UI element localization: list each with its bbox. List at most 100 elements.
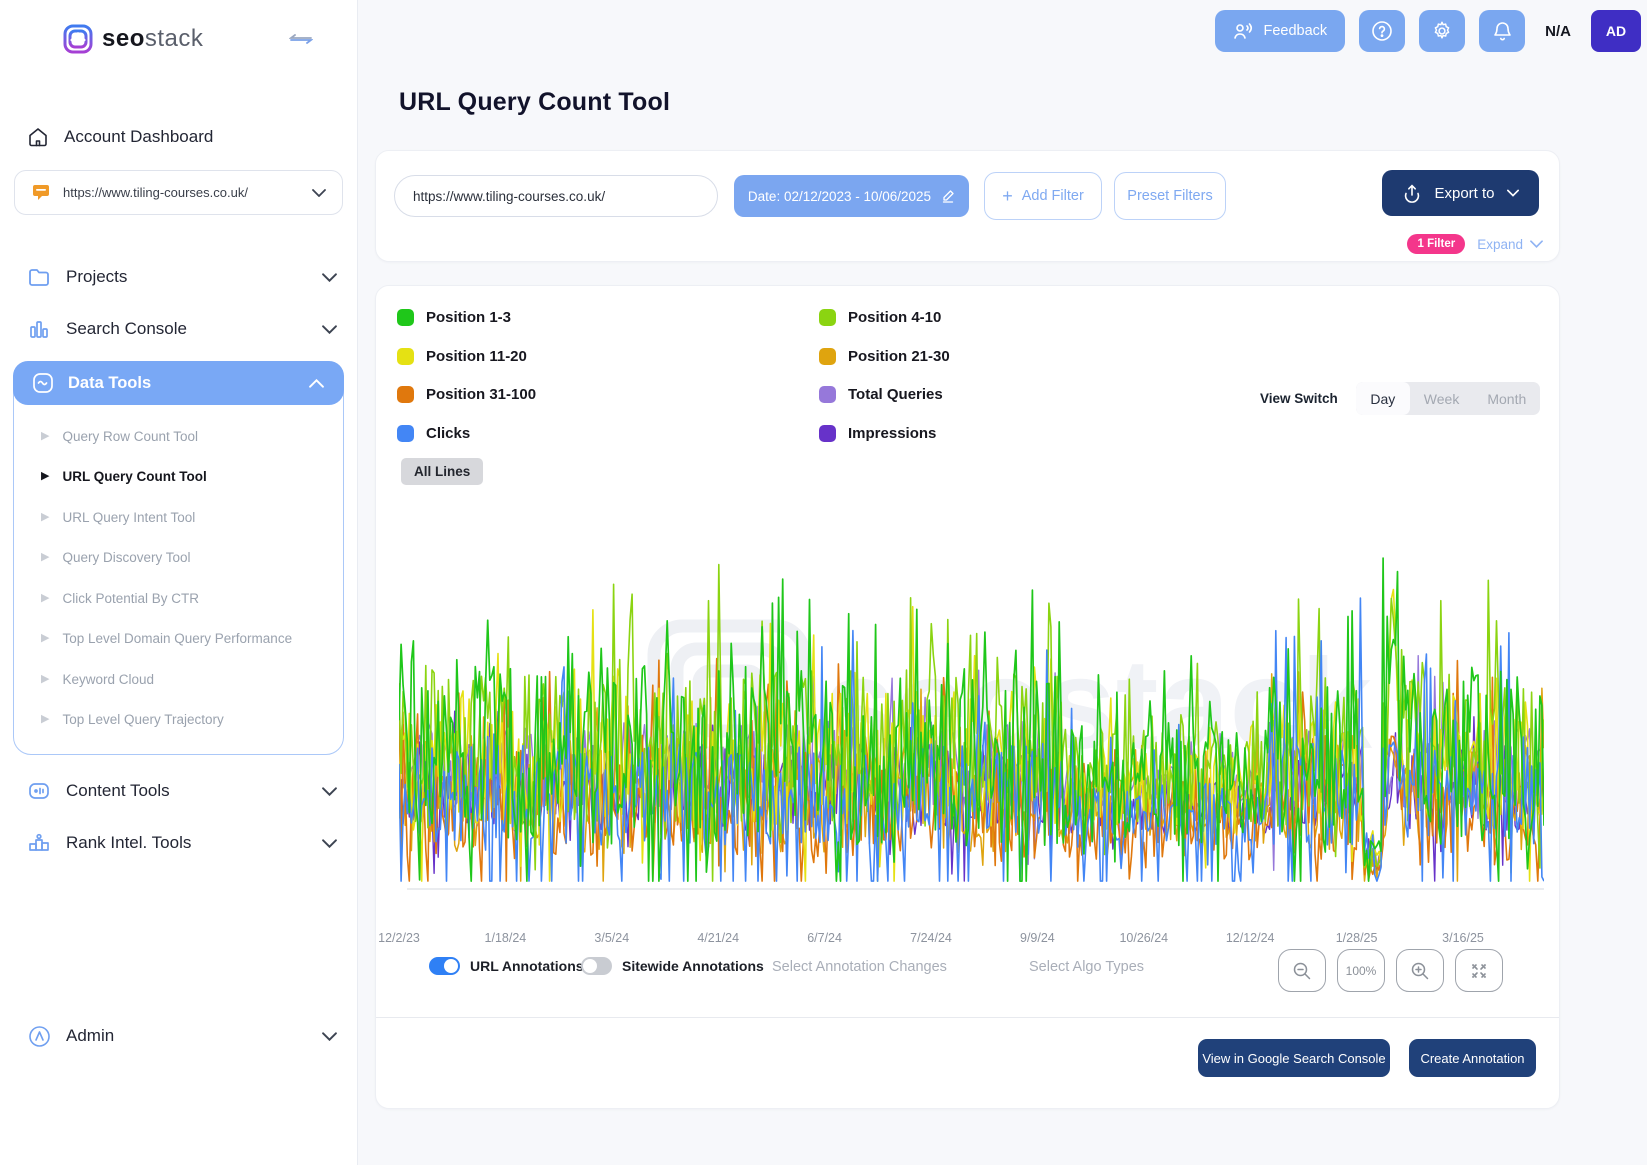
chevron-down-icon	[322, 786, 337, 796]
legend-swatch	[397, 386, 414, 403]
help-button[interactable]	[1359, 10, 1406, 52]
x-tick-label: 7/24/24	[910, 931, 952, 945]
view-option-month[interactable]: Month	[1487, 390, 1527, 407]
select-algo-types[interactable]: Select Algo Types	[1029, 959, 1145, 975]
date-range-button[interactable]: Date: 02/12/2023 - 10/06/2025	[734, 175, 969, 217]
legend-item-position-1-3[interactable]: Position 1-3	[397, 309, 819, 326]
sidebar-item-admin[interactable]: Admin	[0, 1010, 357, 1062]
preset-filters-label: Preset Filters	[1127, 188, 1213, 204]
sidebar-subitem-url-query-intent-tool[interactable]: ▶ URL Query Intent Tool	[41, 509, 196, 525]
legend-swatch	[819, 347, 836, 365]
zoom-out-button[interactable]	[1278, 949, 1326, 992]
feedback-button[interactable]: Feedback	[1215, 10, 1346, 52]
legend-item-position-21-30[interactable]: Position 21-30	[819, 347, 1239, 365]
chevron-down-icon	[322, 324, 337, 334]
sidebar-item-projects[interactable]: Projects	[0, 251, 357, 303]
sidebar-subitem-url-query-count-tool[interactable]: ▶ URL Query Count Tool	[41, 469, 207, 485]
url-annotations-label: URL Annotations	[470, 958, 584, 974]
legend-item-position-31-100[interactable]: Position 31-100	[397, 386, 819, 403]
header-actions: Feedback N/A AD	[1215, 10, 1641, 52]
help-icon	[1370, 19, 1394, 43]
filter-bar: Date: 02/12/2023 - 10/06/2025 + Add Filt…	[375, 150, 1560, 262]
export-icon	[1402, 183, 1422, 203]
play-icon: ▶	[41, 713, 50, 726]
legend-item-total-queries[interactable]: Total Queries	[819, 386, 1239, 403]
sitewide-annotations-toggle[interactable]: Sitewide Annotations	[581, 957, 764, 975]
bell-icon	[1492, 20, 1513, 42]
collapse-sidebar-icon[interactable]	[289, 30, 313, 48]
wave-icon	[31, 372, 55, 394]
legend-item-position-4-10[interactable]: Position 4-10	[819, 309, 1239, 326]
home-icon	[27, 126, 49, 148]
data-tools-label: Data Tools	[68, 373, 152, 392]
avatar-initials: AD	[1605, 23, 1627, 39]
data-tools-submenu: ▶ Query Row Count Tool ▶ URL Query Count To…	[14, 404, 343, 754]
select-annotation-changes[interactable]: Select Annotation Changes	[772, 959, 947, 975]
legend-item-impressions[interactable]: Impressions	[819, 424, 1239, 442]
view-switch-label: View Switch	[1260, 391, 1338, 406]
expand-filters-link[interactable]: Expand	[1477, 237, 1543, 252]
sidebar-item-search-console[interactable]: Search Console	[0, 303, 357, 355]
x-tick-label: 1/18/24	[484, 931, 527, 945]
line-chart[interactable]: seostack	[399, 536, 1544, 891]
legend-item-clicks[interactable]: Clicks	[397, 424, 819, 442]
play-icon: ▶	[41, 551, 50, 564]
url-input[interactable]	[394, 175, 718, 217]
sidebar-subitem-click-potential-by-ctr[interactable]: ▶ Click Potential By CTR	[41, 590, 200, 606]
sidebar-subitem-keyword-cloud[interactable]: ▶ Keyword Cloud	[41, 671, 155, 687]
content-tools-label: Content Tools	[66, 781, 170, 800]
settings-button[interactable]	[1419, 10, 1466, 52]
sidebar-item-content-tools[interactable]: Content Tools	[0, 765, 357, 817]
view-in-gsc-button[interactable]: View in Google Search Console	[1198, 1039, 1390, 1077]
page-title: URL Query Count Tool	[399, 88, 671, 116]
bar-chart-icon	[27, 319, 51, 339]
create-annotation-button[interactable]: Create Annotation	[1409, 1039, 1536, 1077]
site-selector[interactable]: https://www.tiling-courses.co.uk/	[14, 170, 343, 215]
add-filter-button[interactable]: + Add Filter	[984, 172, 1102, 220]
projects-label: Projects	[66, 267, 128, 286]
expand-label: Expand	[1477, 236, 1523, 252]
chevron-down-icon	[322, 272, 337, 282]
brand-name: seostack	[102, 25, 204, 52]
series-line-position-1-3	[399, 557, 1544, 882]
zoom-level-button[interactable]: 100%	[1337, 949, 1385, 992]
x-tick-label: 12/12/24	[1225, 931, 1275, 945]
toggle-switch[interactable]	[581, 957, 612, 975]
x-tick-label: 12/2/23	[378, 931, 420, 945]
notifications-button[interactable]	[1479, 10, 1526, 52]
data-tools-group: Data Tools ▶ Query Row Count Tool ▶ URL Que…	[13, 361, 344, 755]
fullscreen-button[interactable]	[1455, 949, 1503, 992]
sidebar-subitem-top-level-domain-query-performance[interactable]: ▶ Top Level Domain Query Performance	[41, 631, 293, 647]
account-dashboard-label: Account Dashboard	[64, 127, 214, 146]
sidebar-subitem-query-discovery-tool[interactable]: ▶ Query Discovery Tool	[41, 550, 191, 566]
chart-legend: Position 1-3 Position 4-10 Position 11-20 P…	[397, 309, 1239, 442]
view-option-day[interactable]: Day	[1355, 382, 1410, 415]
url-annotations-toggle[interactable]: URL Annotations	[429, 957, 584, 975]
chart-panel: Position 1-3 Position 4-10 Position 11-20 P…	[375, 285, 1560, 1109]
x-tick-label: 4/21/24	[697, 931, 740, 945]
all-lines-button[interactable]: All Lines	[401, 458, 484, 485]
toggle-switch[interactable]	[429, 957, 460, 975]
feedback-icon	[1233, 22, 1253, 40]
series-line-position-31-100	[399, 657, 1544, 882]
export-button[interactable]: Export to	[1382, 170, 1539, 216]
sidebar-subitem-query-row-count-tool[interactable]: ▶ Query Row Count Tool	[41, 428, 199, 444]
x-tick-label: 9/9/24	[1020, 931, 1055, 945]
view-option-week[interactable]: Week	[1423, 390, 1460, 407]
avatar[interactable]: AD	[1591, 10, 1641, 52]
legend-item-position-11-20[interactable]: Position 11-20	[397, 347, 819, 365]
preset-filters-button[interactable]: Preset Filters	[1114, 172, 1226, 220]
play-icon: ▶	[41, 429, 50, 442]
sidebar-item-account-dashboard[interactable]: Account Dashboard	[27, 126, 357, 148]
sidebar-subitem-top-level-query-trajectory[interactable]: ▶ Top Level Query Trajectory	[41, 712, 224, 728]
gear-icon	[1431, 20, 1453, 42]
series-line-clicks	[399, 597, 1544, 882]
zoom-level-value: 100%	[1345, 963, 1377, 978]
main-content: Feedback N/A AD URL Query Count Tool Dat…	[358, 0, 1647, 1165]
zoom-in-button[interactable]	[1396, 949, 1444, 992]
x-tick-label: 10/26/24	[1119, 931, 1169, 945]
sitewide-annotations-label: Sitewide Annotations	[622, 958, 764, 974]
plan-label: N/A	[1545, 22, 1571, 40]
sidebar-item-data-tools[interactable]: Data Tools	[13, 361, 344, 405]
sidebar-item-rank-intel-tools[interactable]: Rank Intel. Tools	[0, 817, 357, 869]
